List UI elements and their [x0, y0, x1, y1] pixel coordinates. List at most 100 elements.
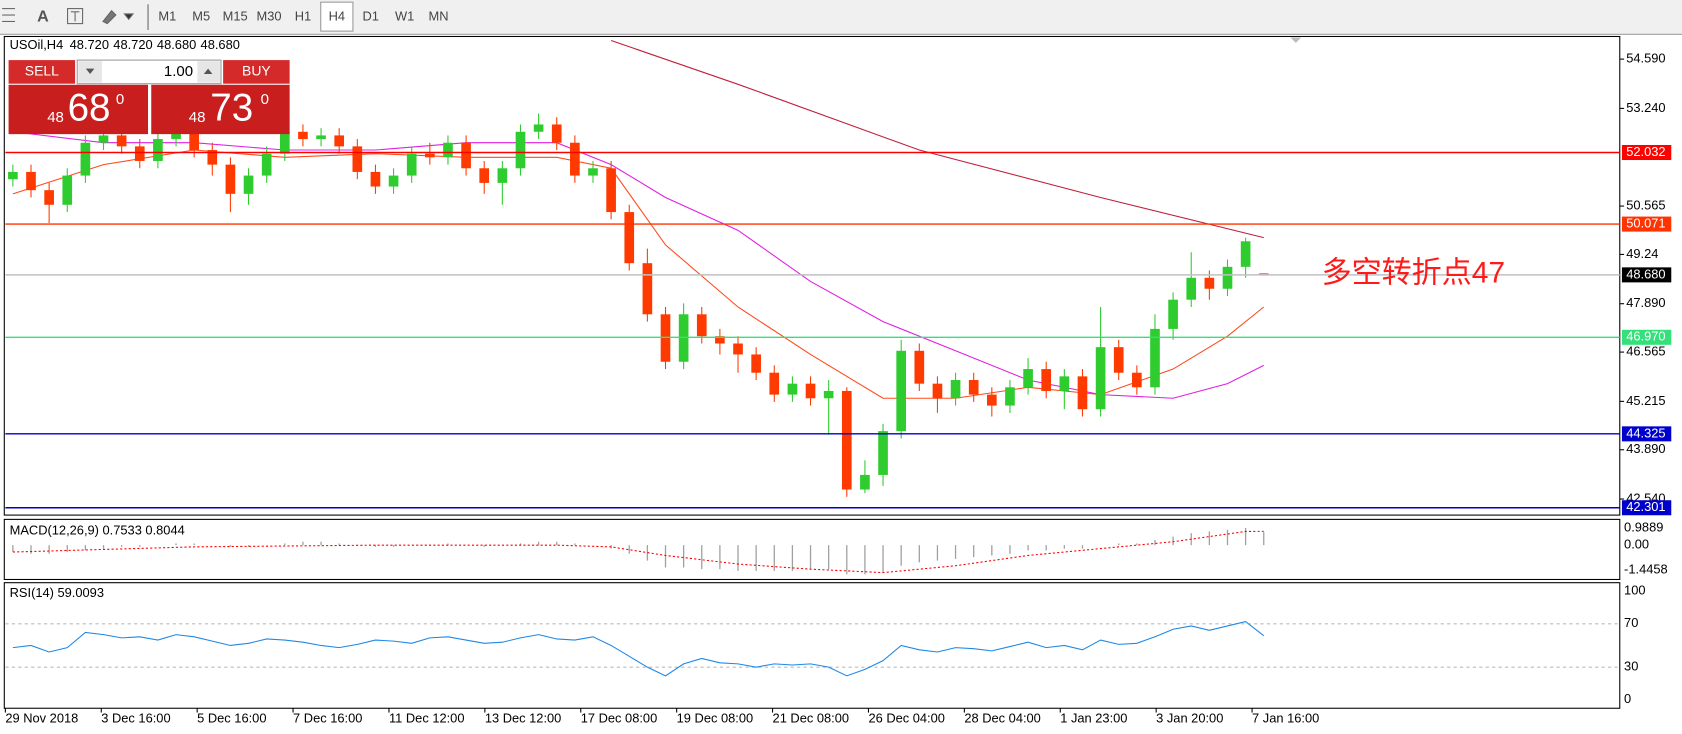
buy-label[interactable]: BUY: [242, 63, 271, 79]
timeframe-label[interactable]: M1: [158, 9, 176, 24]
macd-bar: [374, 545, 377, 547]
macd-bar: [519, 543, 522, 546]
y-tick-label: -1.4458: [1624, 561, 1668, 576]
macd-bar: [338, 543, 340, 546]
candle-body: [370, 171, 381, 187]
candle-body: [751, 354, 761, 373]
candle-body: [1041, 369, 1052, 391]
timeframe-label[interactable]: M30: [257, 9, 282, 24]
candle-body: [1240, 241, 1251, 267]
candle-body: [316, 135, 326, 140]
buy-button[interactable]: [223, 60, 290, 84]
toolbar: [0, 0, 1682, 35]
candle-body: [896, 350, 907, 432]
macd-bar: [882, 545, 884, 573]
timeframe-label[interactable]: H4: [329, 9, 345, 24]
candle-body: [914, 350, 925, 384]
sell-button[interactable]: [8, 60, 76, 84]
candle-body: [189, 131, 199, 151]
macd-bar: [954, 545, 957, 559]
x-tick-label: 13 Dec 12:00: [485, 710, 561, 725]
candle-body: [1023, 369, 1033, 388]
macd-bar: [302, 541, 304, 546]
x-tick-label: 3 Jan 20:00: [1156, 710, 1223, 725]
timeframe-label[interactable]: M5: [192, 9, 210, 24]
candle-body: [26, 171, 36, 191]
x-tick-label: 5 Dec 16:00: [197, 710, 266, 725]
candle-body: [479, 168, 490, 183]
candle-body: [570, 142, 580, 176]
candle-body: [696, 314, 707, 337]
macd-bar: [1009, 545, 1011, 554]
sell-label[interactable]: SELL: [25, 63, 59, 79]
up-arrow: [203, 68, 213, 75]
macd-bar: [846, 545, 848, 575]
macd-bar: [1154, 540, 1156, 546]
shift-marker: [1290, 37, 1302, 43]
candle-body: [497, 168, 508, 183]
candle-body: [551, 124, 562, 143]
timeframe-label[interactable]: W1: [395, 9, 414, 24]
rsi-label: RSI(14) 59.0093: [10, 585, 104, 600]
candle-body: [207, 150, 218, 165]
price-suffix: 0: [116, 91, 124, 108]
lots-value[interactable]: 1.00: [164, 63, 193, 80]
macd-bar: [447, 543, 449, 546]
macd-bar: [247, 545, 250, 547]
candle-body: [823, 390, 834, 399]
timeframe-button[interactable]: [320, 1, 354, 32]
price-level-tag: [1621, 267, 1672, 283]
price-level-tag: [1621, 144, 1672, 161]
y-tick-label: 47.890: [1626, 295, 1665, 310]
x-tick-label: 11 Dec 12:00: [389, 710, 465, 725]
candle-body: [950, 380, 961, 399]
candle-body: [678, 314, 689, 362]
rsi-panel: [3, 582, 1621, 709]
candle-body: [533, 124, 544, 132]
timeframe-label[interactable]: D1: [363, 9, 379, 24]
macd-label: MACD(12,26,9) 0.7533 0.8044: [10, 523, 185, 538]
y-tick-label: 45.215: [1626, 393, 1665, 408]
macd-bar: [1172, 536, 1174, 546]
candle-body: [279, 131, 290, 154]
x-tick-label: 28 Dec 04:00: [964, 710, 1040, 725]
x-tick-label: 1 Jan 23:00: [1060, 710, 1127, 725]
text-tool[interactable]: A: [37, 7, 49, 25]
price-level-label: 52.032: [1626, 144, 1665, 159]
ohlc-value: 48.680: [201, 38, 240, 53]
candle-body: [171, 131, 181, 140]
macd-bar: [991, 545, 993, 556]
timeframe-label[interactable]: MN: [429, 9, 449, 24]
lots-input[interactable]: [76, 59, 222, 85]
macd-bar: [1063, 545, 1065, 549]
macd-bar: [809, 545, 812, 570]
y-tick-label: 70: [1624, 615, 1638, 630]
macd-bar: [1136, 543, 1138, 546]
macd-bar: [193, 543, 195, 546]
symbol: USOil,H4: [10, 38, 64, 53]
macd-bar: [1263, 532, 1265, 546]
candle-body: [1005, 387, 1015, 406]
macd-bar: [1244, 528, 1247, 546]
candle-body: [388, 175, 399, 187]
candle-body: [44, 190, 54, 205]
macd-bar: [1226, 529, 1229, 546]
timeframe-label[interactable]: M15: [223, 9, 248, 24]
candle-body: [660, 314, 671, 362]
timeframe-label[interactable]: H1: [295, 9, 311, 24]
toolbar-icons: [2, 4, 149, 31]
macd-bar: [574, 543, 576, 546]
candle-body: [805, 383, 816, 399]
candle-body: [116, 135, 127, 147]
down-arrow: [85, 68, 95, 75]
price-prefix: 48: [189, 109, 206, 126]
y-tick-label: 49.24: [1626, 246, 1658, 261]
moving-average: [610, 39, 1264, 239]
sell-price-box[interactable]: [8, 84, 149, 135]
buy-price-box[interactable]: [151, 84, 290, 135]
y-tick-label: 53.240: [1626, 100, 1665, 115]
candle-body: [769, 372, 780, 395]
macd-bar: [1081, 545, 1084, 549]
macd-bar: [1045, 545, 1047, 551]
